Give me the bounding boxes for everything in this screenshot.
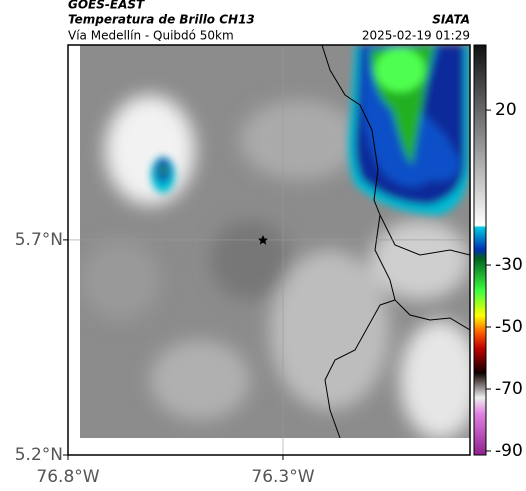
x-tick-label: 76.8°W	[36, 467, 99, 487]
map-frame	[67, 44, 471, 456]
colorbar	[473, 44, 487, 456]
y-tick-label: 5.2°N	[15, 445, 63, 465]
colorbar-tick-label: -30	[495, 255, 523, 275]
colorbar-tick-label: -90	[495, 441, 523, 461]
colorbar-tick-label: -70	[495, 379, 523, 399]
satellite-image	[80, 45, 470, 438]
title: Temperatura de Brillo CH13	[68, 13, 255, 27]
subtitle: Vía Medellín - Quibdó 50km	[68, 29, 234, 43]
colorbar-tick-label: -50	[495, 317, 523, 337]
org: SIATA	[432, 13, 470, 27]
x-tick-label: 76.3°W	[251, 467, 314, 487]
location-marker	[257, 235, 268, 245]
colorbar-tick-label: 20	[495, 100, 517, 120]
datetime: 2025-02-19 01:29	[362, 29, 470, 43]
y-tick-label: 5.7°N	[15, 230, 63, 250]
source: GOES-EAST	[68, 0, 145, 12]
